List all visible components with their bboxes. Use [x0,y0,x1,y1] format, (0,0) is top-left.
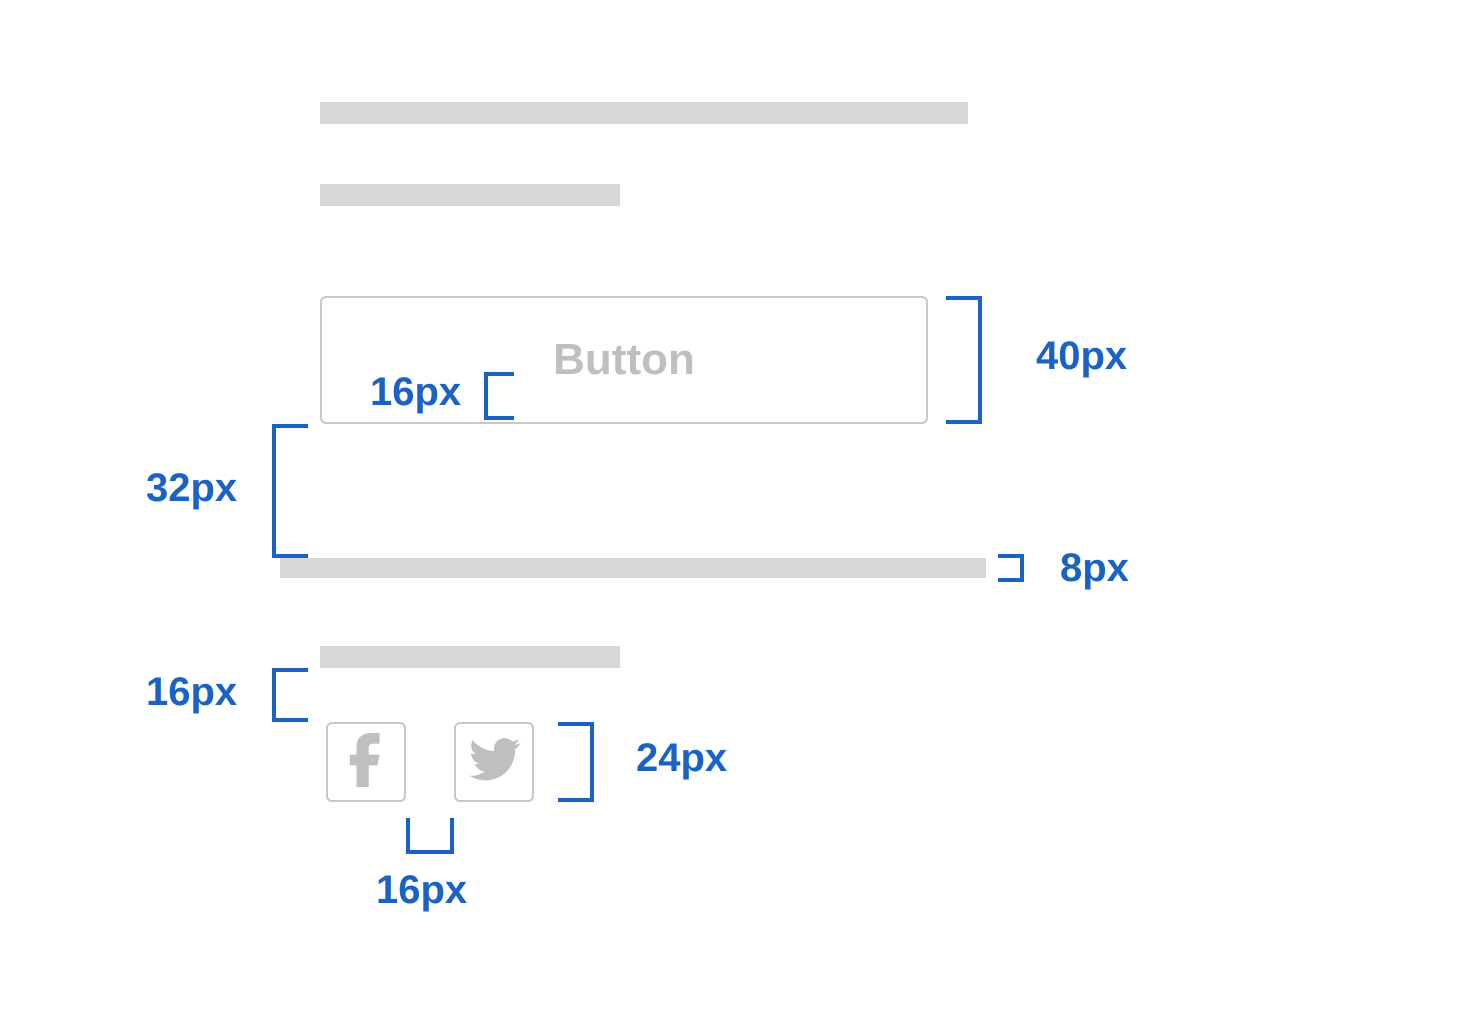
bracket-icon-size [556,722,596,802]
dim-icon-size: 24px [636,736,727,781]
spec-diagram: Button 16px 40px 32px 8px 16px [0,0,1468,1034]
button-label: Button [553,335,695,385]
dim-icon-gap: 16px [376,868,467,913]
dim-gap-16: 16px [146,670,237,715]
twitter-button[interactable] [454,722,534,802]
dim-button-inner: 16px [370,370,461,415]
bracket-icon-gap [406,816,454,856]
dim-gap-32: 32px [146,466,237,511]
bracket-button-height [944,296,984,424]
bracket-button-inner [484,372,518,420]
facebook-button[interactable] [326,722,406,802]
text-placeholder-2 [320,184,620,206]
bracket-gap-16 [272,668,312,722]
bracket-divider-height [996,554,1026,582]
text-placeholder-3 [320,646,620,668]
facebook-icon [347,733,385,792]
bracket-gap-32 [272,424,312,558]
dim-button-height: 40px [1036,334,1127,379]
text-placeholder-1 [320,102,968,124]
divider [280,558,986,578]
twitter-icon [467,738,521,787]
dim-divider-height: 8px [1060,546,1129,591]
